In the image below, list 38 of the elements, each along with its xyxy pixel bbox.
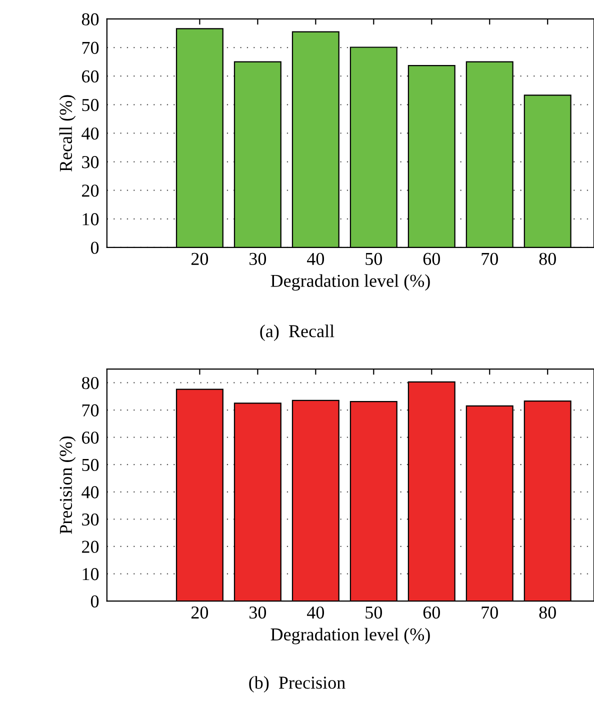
x-tick-label: 70 — [482, 606, 498, 619]
y-tick-label: 20 — [82, 540, 99, 553]
text: (a) Recall — [260, 324, 334, 341]
y-tick-label: 50 — [82, 458, 99, 472]
x-axis-title: Degradation level (%) — [270, 274, 430, 291]
y-tick-label: 80 — [82, 376, 99, 390]
x-tick-label: 20 — [191, 606, 208, 619]
y-tick-label: 20 — [82, 184, 99, 197]
x-tick-label: 20 — [191, 252, 208, 266]
x-tick-label: 40 — [306, 252, 324, 266]
y-tick-label: 40 — [82, 486, 99, 498]
y-tick-label: 70 — [82, 42, 99, 54]
x-tick-label: 50 — [366, 252, 382, 266]
y-tick-label: 70 — [82, 404, 99, 416]
x-tick-label: 30 — [250, 252, 266, 266]
x-tick-label: 80 — [539, 606, 556, 619]
x-tick-label: 40 — [306, 606, 324, 619]
y-tick-label: 0 — [90, 595, 99, 608]
y-axis-title: Recall (%) — [59, 95, 76, 172]
y-tick-label: 40 — [82, 127, 99, 140]
y-tick-label: 50 — [82, 98, 99, 112]
x-axis-title: Degradation level (%) — [270, 628, 430, 644]
x-tick-label: 30 — [250, 606, 266, 619]
y-tick-label: 30 — [82, 156, 99, 168]
x-tick-label: 60 — [423, 252, 440, 266]
y-tick-label: 10 — [82, 213, 99, 226]
y-tick-label: 60 — [82, 70, 99, 83]
x-tick-label: 80 — [539, 252, 556, 266]
y-axis-title: Precision (%) — [59, 436, 76, 534]
x-tick-label: 50 — [366, 606, 382, 619]
x-tick-label: 60 — [423, 606, 440, 619]
text: (b) Precision — [249, 676, 346, 692]
y-tick-label: 30 — [82, 513, 99, 526]
y-tick-label: 0 — [90, 242, 99, 254]
x-tick-label: 70 — [482, 252, 498, 266]
y-tick-label: 60 — [82, 432, 99, 444]
y-tick-label: 80 — [82, 13, 99, 26]
y-tick-label: 10 — [82, 568, 99, 580]
